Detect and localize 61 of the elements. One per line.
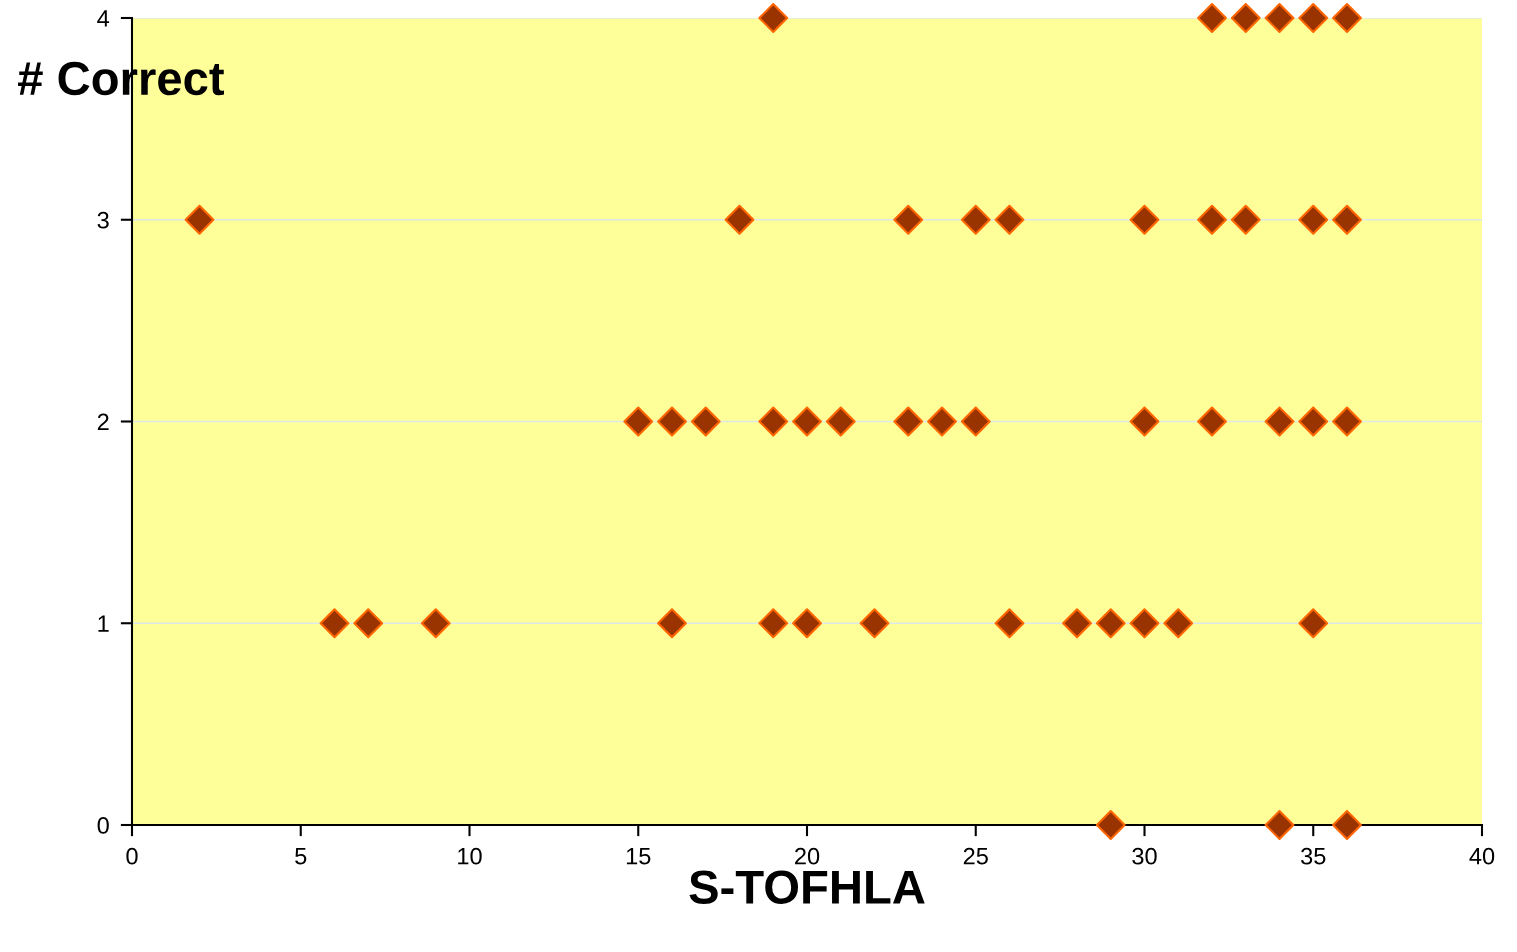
point [1230,204,1261,235]
point [960,406,991,437]
point [960,204,991,235]
x-tick-label: 20 [795,847,820,865]
x-tick-label: 30 [1132,847,1157,865]
point [1129,204,1160,235]
point [184,204,215,235]
y-tick-label: 0 [97,817,109,834]
point [758,3,789,33]
point [792,406,822,437]
point [758,406,789,437]
point [1264,3,1295,33]
point [1332,810,1362,840]
point [353,608,384,639]
point [1095,810,1126,840]
point [1095,608,1126,639]
point [623,406,654,437]
point [657,406,687,437]
point [1197,3,1227,33]
point [1129,406,1160,437]
point [1298,608,1329,639]
point [994,204,1025,235]
point [1298,406,1329,437]
x-tick-label: 35 [1301,847,1326,865]
x-tick-label: 5 [295,848,307,865]
y-tick-label: 2 [97,413,109,431]
point [1129,608,1160,639]
point [1298,204,1329,235]
point [758,608,789,639]
point [792,608,822,639]
point [1332,3,1362,33]
point [893,406,924,437]
point [690,406,721,437]
point [859,608,890,639]
point [1062,608,1092,639]
x-tick-label: 15 [626,848,651,865]
point [1332,204,1362,235]
point [319,608,350,639]
x-tick-label: 40 [1469,847,1495,865]
point [1230,3,1261,33]
point [1264,810,1295,840]
x-axis-title: S-TOFHLA [689,870,925,904]
y-tick-label: 3 [97,211,109,229]
x-tick-label: 10 [458,847,482,865]
point [657,608,687,639]
y-tick-label: 1 [98,615,109,632]
x-tick-label: 0 [126,847,138,865]
point [1332,406,1362,437]
y-tick-label: 4 [97,10,110,27]
point [1163,608,1194,639]
point [1298,3,1329,33]
point [1197,406,1227,437]
x-tick-label: 25 [963,847,988,865]
point [420,608,451,639]
point [994,608,1025,639]
point [724,204,755,235]
point [825,406,856,437]
point [893,204,924,235]
point [1197,204,1227,235]
point [1264,406,1295,437]
point [927,406,957,437]
